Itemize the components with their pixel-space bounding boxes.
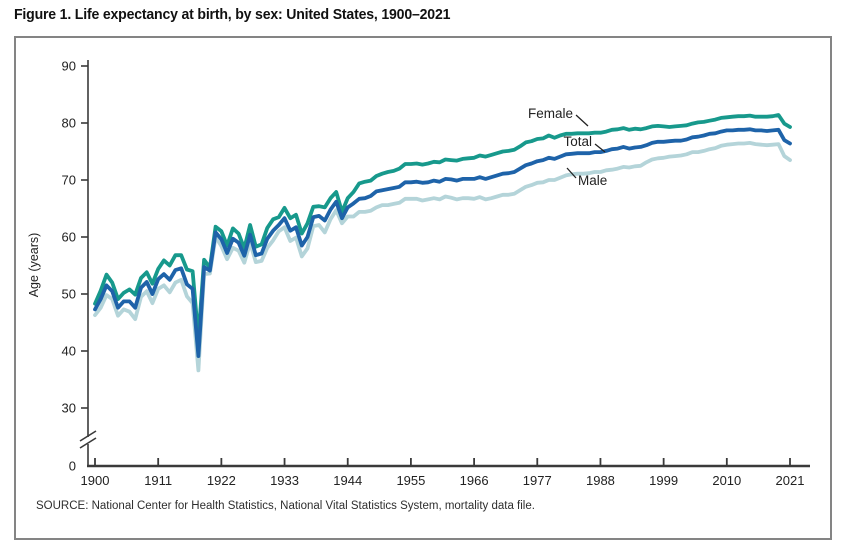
female-leader-line <box>575 114 589 127</box>
x-tick-label: 1922 <box>207 473 236 488</box>
x-tick-label: 1988 <box>586 473 615 488</box>
y-tick-label: 30 <box>62 401 76 416</box>
figure-title: Figure 1. Life expectancy at birth, by s… <box>14 6 451 23</box>
male-series-label: Male <box>578 173 607 188</box>
female-series-label: Female <box>528 106 573 121</box>
x-tick-label: 1999 <box>649 473 678 488</box>
y-tick-label: 80 <box>62 116 76 131</box>
x-tick-label: 1933 <box>270 473 299 488</box>
total-line <box>93 127 792 359</box>
y-axis-break-icon <box>79 430 97 449</box>
x-tick-label: 2010 <box>712 473 741 488</box>
y-tick-label: 50 <box>62 287 76 302</box>
male-leader-line <box>566 167 577 179</box>
source-note: SOURCE: National Center for Health Stati… <box>36 500 535 512</box>
x-tick-label: 1911 <box>144 473 172 488</box>
x-tick-label: 1977 <box>523 473 552 488</box>
y-tick-label: 60 <box>62 230 76 245</box>
life-expectancy-line-chart: 0 30 40 50 60 70 80 90 1900 1911 1922 1933 1944 1955… <box>27 59 810 488</box>
x-tick-label: 1955 <box>396 473 425 488</box>
total-series-label: Total <box>563 134 592 149</box>
y-tick-label: 0 <box>69 459 76 474</box>
x-tick-label: 1900 <box>81 473 110 488</box>
y-axis: 0 30 40 50 60 70 80 90 <box>62 59 97 474</box>
y-tick-label: 90 <box>62 59 76 74</box>
chart-frame: 0 30 40 50 60 70 80 90 1900 1911 1922 1933 1944 1955… <box>14 36 832 540</box>
x-axis-ticks: 1900 1911 1922 1933 1944 1955 1966 1977 1988 1999… <box>81 458 805 488</box>
female-line <box>93 113 792 341</box>
x-tick-label: 1966 <box>460 473 489 488</box>
y-tick-label: 70 <box>62 173 76 188</box>
total-leader-line <box>594 143 606 153</box>
x-axis: 1900 1911 1922 1933 1944 1955 1966 1977 1988 1999… <box>81 458 810 488</box>
x-tick-label: 2021 <box>776 473 805 488</box>
series-annotations: Female Total Male <box>528 106 607 188</box>
x-tick-label: 1944 <box>333 473 362 488</box>
y-tick-label: 40 <box>62 344 76 359</box>
y-axis-title: Age (years) <box>27 233 41 298</box>
y-axis-ticks: 0 30 40 50 60 70 80 90 <box>62 59 88 474</box>
